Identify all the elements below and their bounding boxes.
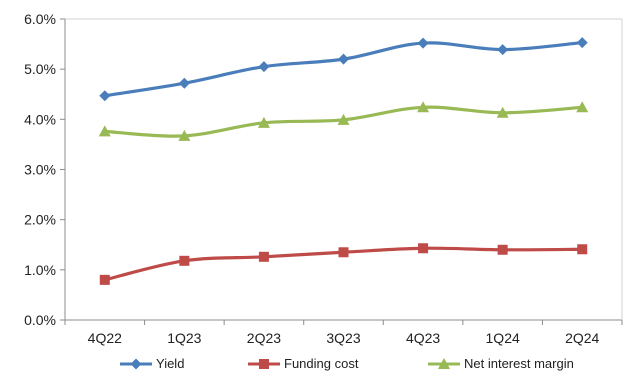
x-tick-label: 4Q23 bbox=[406, 330, 440, 346]
series-net-interest-margin bbox=[98, 101, 589, 141]
x-tick-label: 2Q23 bbox=[247, 330, 281, 346]
chart-legend: Yield Funding cost Net interest margin bbox=[120, 356, 574, 371]
legend-label-net-interest-margin: Net interest margin bbox=[464, 356, 574, 371]
x-axis-tick-labels: 4Q22 1Q23 2Q23 3Q23 4Q23 1Q24 2Q24 bbox=[88, 330, 600, 346]
data-point-net-interest-margin bbox=[417, 101, 430, 113]
data-point-funding-cost bbox=[418, 243, 429, 254]
legend-label-yield: Yield bbox=[156, 356, 184, 371]
y-tick-label: 3.0% bbox=[24, 162, 56, 178]
x-tick-label: 3Q23 bbox=[326, 330, 360, 346]
legend-item-funding-cost: Funding cost bbox=[248, 356, 359, 371]
data-point-yield bbox=[497, 44, 509, 56]
data-point-yield bbox=[417, 37, 429, 49]
x-tick-label: 2Q24 bbox=[565, 330, 599, 346]
chart-series bbox=[98, 37, 589, 285]
data-point-funding-cost bbox=[338, 247, 349, 258]
legend-marker-yield bbox=[130, 358, 142, 370]
y-axis-tick-labels: 0.0% 1.0% 2.0% 3.0% 4.0% 5.0% 6.0% bbox=[24, 11, 56, 328]
data-point-net-interest-margin bbox=[496, 106, 509, 118]
data-point-funding-cost bbox=[179, 255, 190, 266]
data-point-net-interest-margin bbox=[337, 113, 350, 125]
x-tick-label: 4Q22 bbox=[88, 330, 122, 346]
data-point-yield bbox=[576, 37, 588, 49]
y-tick-label: 0.0% bbox=[24, 312, 56, 328]
legend-item-net-interest-margin: Net interest margin bbox=[428, 356, 574, 371]
x-tick-label: 1Q23 bbox=[167, 330, 201, 346]
y-tick-label: 6.0% bbox=[24, 11, 56, 27]
x-tick-label: 1Q24 bbox=[486, 330, 520, 346]
data-point-net-interest-margin bbox=[98, 125, 111, 137]
data-point-net-interest-margin bbox=[576, 101, 589, 113]
data-point-net-interest-margin bbox=[257, 116, 270, 128]
data-point-funding-cost bbox=[497, 244, 508, 255]
data-point-funding-cost bbox=[99, 274, 110, 285]
legend-item-yield: Yield bbox=[120, 356, 184, 371]
series-funding-cost bbox=[99, 243, 588, 285]
data-point-yield bbox=[338, 53, 349, 65]
y-tick-label: 2.0% bbox=[24, 212, 56, 228]
legend-marker-net-interest-margin bbox=[438, 358, 450, 369]
data-point-yield bbox=[258, 61, 270, 73]
y-tick-label: 1.0% bbox=[24, 262, 56, 278]
y-tick-label: 4.0% bbox=[24, 111, 56, 127]
data-point-yield bbox=[99, 90, 111, 102]
series-line-yield bbox=[103, 40, 584, 98]
data-point-yield bbox=[178, 77, 190, 89]
legend-label-funding-cost: Funding cost bbox=[284, 356, 359, 371]
data-point-net-interest-margin bbox=[178, 129, 191, 141]
chart-axes bbox=[60, 18, 623, 325]
data-point-funding-cost bbox=[258, 251, 269, 262]
legend-marker-funding-cost bbox=[259, 359, 269, 369]
data-point-funding-cost bbox=[577, 244, 588, 255]
y-tick-label: 5.0% bbox=[24, 61, 56, 77]
series-yield bbox=[99, 37, 588, 102]
